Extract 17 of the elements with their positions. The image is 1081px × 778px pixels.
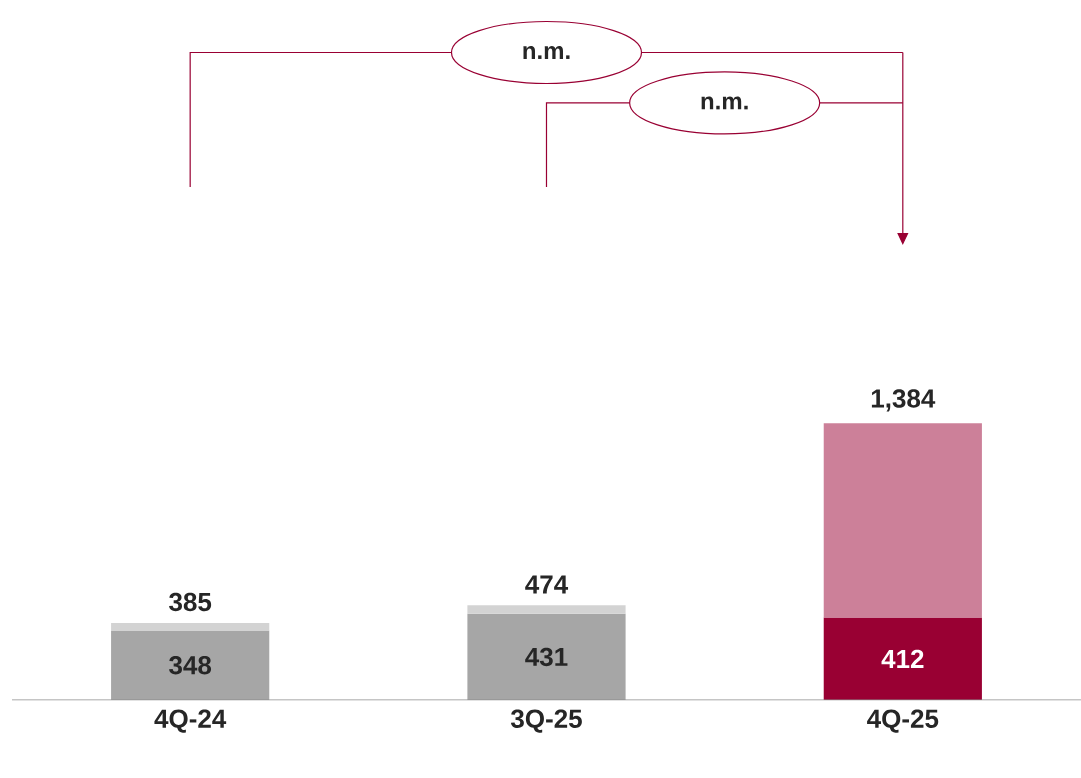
bar [111, 630, 270, 700]
x-tick-label: 3Q-25 [510, 709, 582, 733]
total-label: 385 [169, 592, 212, 612]
total-label: 474 [525, 575, 569, 594]
total-label: 1,384 [871, 389, 936, 412]
data-label: 412 [881, 649, 924, 668]
bar [467, 613, 626, 700]
data-label: 431 [525, 647, 568, 667]
data-label: 348 [169, 655, 212, 675]
bar [111, 623, 270, 631]
bar [823, 617, 982, 700]
x-tick-label: 4Q-25 [867, 709, 939, 733]
text: n.m. [701, 96, 748, 110]
x-tick-label: 4Q-24 [154, 709, 227, 733]
bar [467, 605, 626, 614]
bar [823, 423, 982, 618]
text: n.m. [523, 46, 570, 59]
